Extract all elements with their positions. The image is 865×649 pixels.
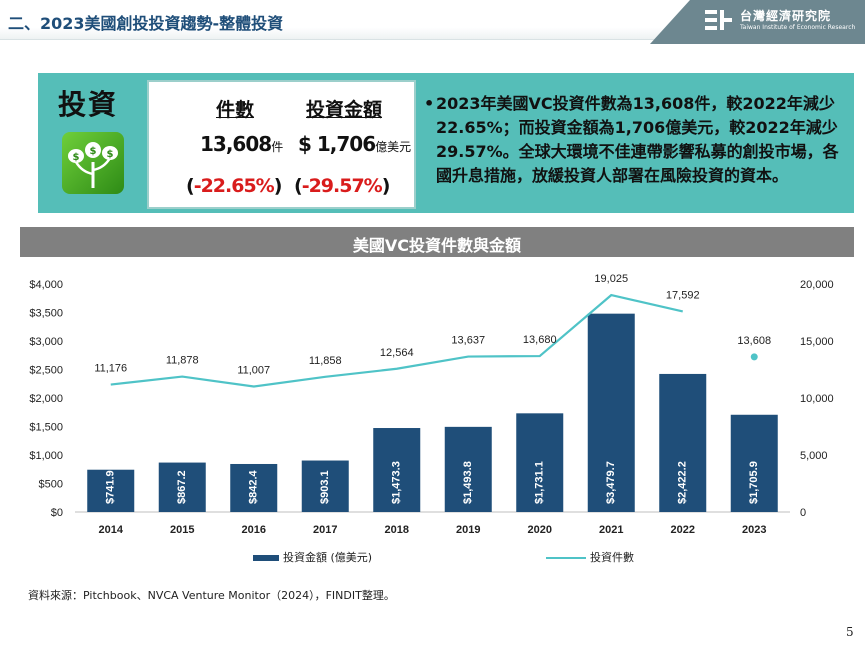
stats-box — [147, 80, 416, 209]
x-tick-label: 2015 — [170, 524, 194, 536]
money-plant-icon: $ $ $ — [62, 132, 124, 194]
amount-unit: 億美元 — [375, 140, 412, 154]
x-tick-label: 2016 — [242, 524, 266, 536]
bar-value-label: $2,422.2 — [677, 461, 689, 504]
amount-change: (-29.57%) — [294, 175, 390, 197]
bar-2016 — [230, 463, 278, 512]
logo-banner — [650, 0, 865, 44]
legend-line: 投資件數 — [546, 549, 634, 565]
amount-value: $ 1,706億美元 — [298, 132, 411, 156]
bar-value-label: $1,731.1 — [534, 461, 546, 504]
bar-2019 — [444, 426, 492, 512]
bar-2014 — [87, 469, 135, 512]
count-line — [110, 293, 683, 388]
svg-text:$: $ — [73, 152, 80, 163]
x-tick-label: 2020 — [528, 524, 552, 536]
legend-line-swatch — [546, 557, 586, 559]
bar-2017 — [301, 460, 349, 512]
count-unit: 件 — [271, 140, 284, 154]
count-number: 13,608 — [200, 132, 272, 156]
summary-text: 2023年美國VC投資件數為13,608件，較2022年減少22.65%；而投資… — [436, 94, 839, 185]
right-tick-label: 15,000 — [800, 336, 834, 348]
left-tick-label: $1,000 — [29, 450, 63, 462]
count-label: 11,176 — [94, 363, 127, 375]
bar-2020 — [516, 413, 564, 512]
left-tick-label: $0 — [51, 507, 63, 519]
right-tick-label: 20,000 — [800, 279, 834, 291]
bar-2022 — [659, 373, 707, 512]
bar-2023 — [730, 414, 778, 512]
legend-bar-label: 投資金額 (億美元) — [283, 551, 373, 564]
x-tick-label: 2018 — [385, 524, 409, 536]
count-label: 11,878 — [166, 355, 199, 367]
left-tick-label: $2,500 — [29, 365, 63, 377]
page-number: 5 — [846, 625, 854, 639]
count-label: 13,680 — [523, 334, 557, 346]
count-change-value: -22.65% — [193, 175, 275, 197]
bar-value-label: $741.9 — [105, 470, 117, 504]
legend-line-label: 投資件數 — [590, 551, 634, 564]
count-label: 13,637 — [451, 335, 485, 347]
bar-value-label: $1,493.8 — [462, 461, 474, 504]
bar-2018 — [373, 428, 421, 512]
chart-header: 美國VC投資件數與金額 — [20, 227, 854, 257]
count-label: 13,608 — [737, 335, 771, 347]
x-tick-label: 2021 — [599, 524, 623, 536]
header-bar: 二、2023美國創投投資趨勢-整體投資 台灣經濟研究院 Taiwan Insti… — [0, 0, 865, 44]
count-label: 11,007 — [237, 365, 270, 377]
left-tick-label: $2,000 — [29, 393, 63, 405]
legend-bar-swatch — [253, 555, 279, 561]
bar-value-label: $3,479.7 — [605, 461, 617, 504]
bar-value-label: $1,473.3 — [391, 461, 403, 504]
amount-change-value: -29.57% — [301, 175, 383, 197]
count-label: 19,025 — [594, 273, 628, 285]
bullet-icon: • — [424, 94, 435, 113]
x-tick-label: 2014 — [99, 524, 124, 536]
bar-value-label: $903.1 — [319, 470, 331, 504]
count-value: 13,608件 — [200, 132, 283, 156]
title-strip: 二、2023美國創投投資趨勢-整體投資 — [0, 0, 690, 40]
count-header: 件數 — [216, 99, 255, 121]
bar-value-label: $867.2 — [176, 470, 188, 504]
right-tick-label: 10,000 — [800, 393, 834, 405]
chart-title: 美國VC投資件數與金額 — [352, 236, 522, 255]
count-label: 12,564 — [380, 347, 414, 359]
right-tick-label: 5,000 — [800, 450, 828, 462]
logo-subtitle: Taiwan Institute of Economic Research — [740, 24, 856, 31]
left-tick-label: $500 — [39, 479, 63, 491]
count-change: (-22.65%) — [186, 175, 282, 197]
bar-value-label: $1,705.9 — [748, 461, 760, 504]
logo-name: 台灣經濟研究院 — [740, 9, 832, 23]
count-label: 17,592 — [666, 289, 700, 301]
count-point-2023 — [750, 353, 758, 361]
svg-text:$: $ — [107, 149, 114, 160]
amount-header: 投資金額 — [306, 99, 383, 121]
bar-2021 — [587, 313, 635, 512]
svg-text:$: $ — [90, 146, 97, 157]
page-title: 二、2023美國創投投資趨勢-整體投資 — [8, 14, 284, 33]
left-tick-label: $4,000 — [29, 279, 63, 291]
summary-text-block: • 2023年美國VC投資件數為13,608件，較2022年減少22.65%；而… — [424, 92, 848, 188]
panel-title: 投資 — [58, 88, 119, 121]
left-tick-label: $1,500 — [29, 422, 63, 434]
x-tick-label: 2023 — [742, 524, 766, 536]
x-tick-label: 2017 — [313, 524, 337, 536]
vc-chart: $0 $500 $1,000 $1,500 $2,000 $2,500 $3,000 $3,5… — [29, 273, 834, 536]
bar-2015 — [158, 462, 206, 512]
logo-icon — [705, 10, 732, 30]
left-tick-label: $3,000 — [29, 336, 63, 348]
legend-bar: 投資金額 (億美元) — [253, 549, 372, 565]
count-label: 11,858 — [309, 355, 342, 367]
right-tick-label: 0 — [800, 507, 806, 519]
amount-number: $ 1,706 — [298, 132, 376, 156]
left-tick-label: $3,500 — [29, 308, 63, 320]
x-tick-label: 2019 — [456, 524, 480, 536]
bar-value-label: $842.4 — [248, 469, 260, 504]
source-note: 資料來源：Pitchbook、NVCA Venture Monitor（2024… — [28, 589, 395, 602]
x-tick-label: 2022 — [671, 524, 695, 536]
